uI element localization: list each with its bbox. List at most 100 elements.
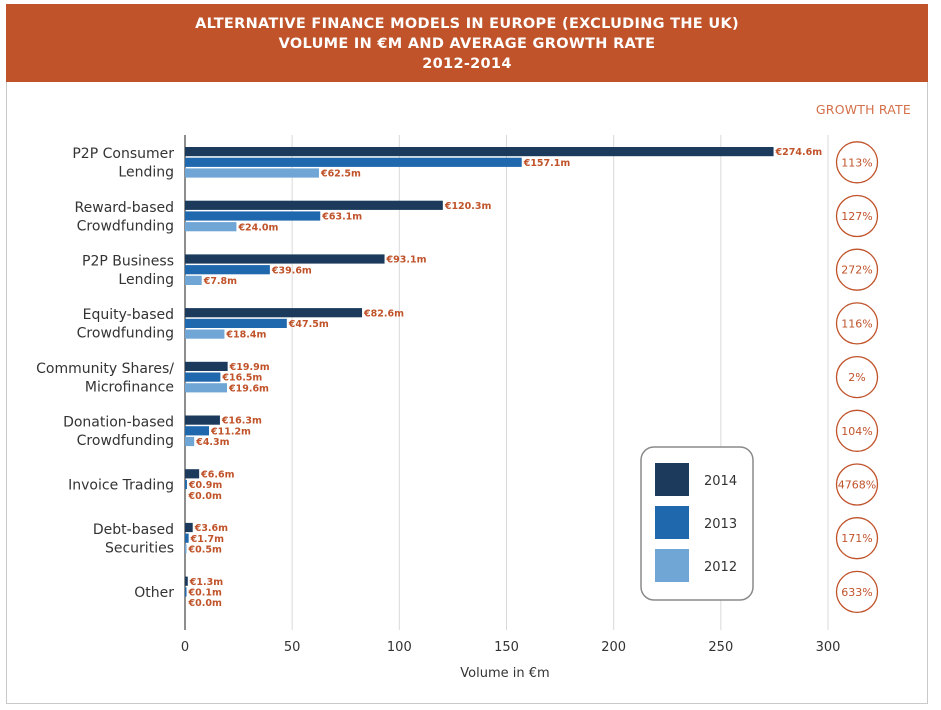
data-label-2012: €0.0m bbox=[188, 598, 222, 609]
legend-label-2014: 2014 bbox=[704, 474, 737, 489]
category-label: Community Shares/ bbox=[36, 361, 174, 377]
category-label: Equity-based bbox=[83, 307, 174, 323]
growth-rate-value: 171% bbox=[841, 532, 872, 545]
growth-rate-value: 633% bbox=[841, 586, 872, 599]
bar-2013 bbox=[185, 372, 221, 382]
category-label: Lending bbox=[118, 165, 174, 181]
category-label: Debt-based bbox=[93, 522, 174, 538]
growth-rates: 113% 127% 272% 116% 2% 104% 4768% 171% 633% bbox=[835, 141, 879, 614]
data-label-2013: €157.1m bbox=[523, 158, 571, 169]
x-tick-label: 200 bbox=[601, 640, 626, 655]
growth-rate-circle bbox=[835, 517, 879, 560]
bar-2014 bbox=[185, 147, 774, 157]
chart-title-line-1: ALTERNATIVE FINANCE MODELS IN EUROPE (EX… bbox=[195, 16, 739, 32]
chart-title-banner: ALTERNATIVE FINANCE MODELS IN EUROPE (EX… bbox=[6, 4, 928, 82]
growth-rate-value: 104% bbox=[841, 425, 872, 438]
growth-rate-value: 116% bbox=[841, 317, 872, 330]
category-label: Other bbox=[134, 585, 174, 601]
data-label-2012: €7.8m bbox=[203, 276, 237, 287]
x-tick-label: 300 bbox=[816, 640, 841, 655]
legend-swatch-2014 bbox=[655, 463, 689, 496]
data-label-2012: €18.4m bbox=[225, 330, 266, 341]
data-label-2013: €0.9m bbox=[188, 480, 222, 491]
category-label: Crowdfunding bbox=[77, 218, 174, 234]
x-tick-label: 100 bbox=[387, 640, 412, 655]
data-label-2012: €0.0m bbox=[188, 491, 222, 502]
chart-title-line-3: 2012-2014 bbox=[422, 56, 512, 72]
x-tick-label: 150 bbox=[494, 640, 519, 655]
x-tick-label: 250 bbox=[708, 640, 733, 655]
bar-2014 bbox=[185, 522, 193, 533]
growth-rate-circle bbox=[835, 248, 879, 291]
category-label: P2P Consumer bbox=[72, 146, 174, 162]
bar-2014 bbox=[185, 308, 363, 318]
data-label-2014: €3.6m bbox=[194, 523, 228, 534]
bar-2013 bbox=[185, 265, 270, 275]
category-label: Lending bbox=[118, 272, 174, 288]
bar-2012 bbox=[185, 383, 228, 393]
bar-2014 bbox=[185, 200, 443, 210]
growth-rate-header: GROWTH RATE bbox=[815, 102, 911, 117]
data-label-2013: €39.6m bbox=[271, 265, 312, 276]
bar-2013 bbox=[185, 479, 187, 490]
growth-rate-value: 2% bbox=[848, 371, 865, 384]
data-label-2014: €19.9m bbox=[229, 362, 270, 373]
category-label: Securities bbox=[105, 540, 174, 556]
data-label-2014: €274.6m bbox=[775, 147, 823, 158]
category-label: Microfinance bbox=[85, 379, 174, 395]
growth-rate-value: 113% bbox=[841, 156, 872, 169]
data-label-2012: €4.3m bbox=[195, 437, 229, 448]
legend-label-2012: 2012 bbox=[704, 560, 737, 575]
growth-rate-circle bbox=[835, 463, 879, 506]
category-label: Donation-based bbox=[63, 415, 174, 431]
data-label-2013: €16.5m bbox=[221, 373, 262, 384]
chart-title-line-2: VOLUME IN €M AND AVERAGE GROWTH RATE bbox=[278, 36, 656, 52]
x-tick-label: 50 bbox=[284, 640, 301, 655]
data-label-2012: €24.0m bbox=[237, 222, 278, 233]
category-label: P2P Business bbox=[82, 253, 174, 269]
bar-2012 bbox=[185, 168, 319, 178]
data-label-2012: €62.5m bbox=[320, 169, 361, 180]
data-label-2012: €19.6m bbox=[228, 383, 269, 394]
growth-rate-circle bbox=[835, 570, 879, 614]
chart-frame bbox=[6, 4, 928, 704]
bar-2014 bbox=[185, 415, 220, 425]
x-tick-label: 0 bbox=[181, 640, 189, 655]
x-axis-label: Volume in €m bbox=[460, 666, 549, 681]
data-label-2014: €1.3m bbox=[189, 577, 223, 588]
data-label-2013: €11.2m bbox=[210, 426, 251, 437]
data-label-2012: €0.5m bbox=[188, 545, 222, 556]
growth-rate-circle bbox=[835, 355, 879, 399]
category-label: Invoice Trading bbox=[68, 478, 174, 494]
data-label-2014: €93.1m bbox=[386, 255, 427, 266]
growth-rate-circle bbox=[835, 302, 879, 345]
bar-2013 bbox=[185, 157, 522, 167]
growth-rate-circle bbox=[835, 409, 879, 452]
bar-2012 bbox=[185, 222, 237, 232]
category-label: Crowdfunding bbox=[77, 326, 174, 342]
category-label: Reward-based bbox=[75, 200, 174, 216]
bar-2014 bbox=[185, 254, 385, 264]
category-labels: P2P Consumer Lending Reward-based Crowdfund… bbox=[36, 146, 174, 601]
data-label-2014: €82.6m bbox=[363, 308, 404, 319]
growth-rate-circle bbox=[835, 141, 879, 184]
legend-swatch-2013 bbox=[655, 506, 689, 539]
bar-2014 bbox=[185, 469, 200, 479]
bar-2012 bbox=[185, 544, 187, 554]
bar-2014 bbox=[185, 576, 188, 586]
data-label-2013: €63.1m bbox=[321, 212, 362, 223]
bar-2014 bbox=[185, 361, 228, 371]
x-axis-ticks: 0 50 100 150 200 250 300 bbox=[181, 640, 841, 655]
category-label: Crowdfunding bbox=[77, 433, 174, 449]
data-label-2014: €6.6m bbox=[200, 469, 234, 480]
bar-2013 bbox=[185, 587, 187, 597]
growth-rate-circle bbox=[835, 194, 879, 238]
data-label-2013: €47.5m bbox=[288, 319, 329, 330]
legend: 2014 2013 2012 bbox=[640, 446, 754, 601]
legend-label-2013: 2013 bbox=[704, 517, 737, 532]
bar-2013 bbox=[185, 533, 189, 543]
bar-2012 bbox=[185, 329, 225, 339]
value-labels: €274.6m €157.1m €62.5m €120.3m €63.1m €24.0m €… bbox=[188, 147, 823, 609]
legend-swatch-2012 bbox=[655, 549, 689, 582]
